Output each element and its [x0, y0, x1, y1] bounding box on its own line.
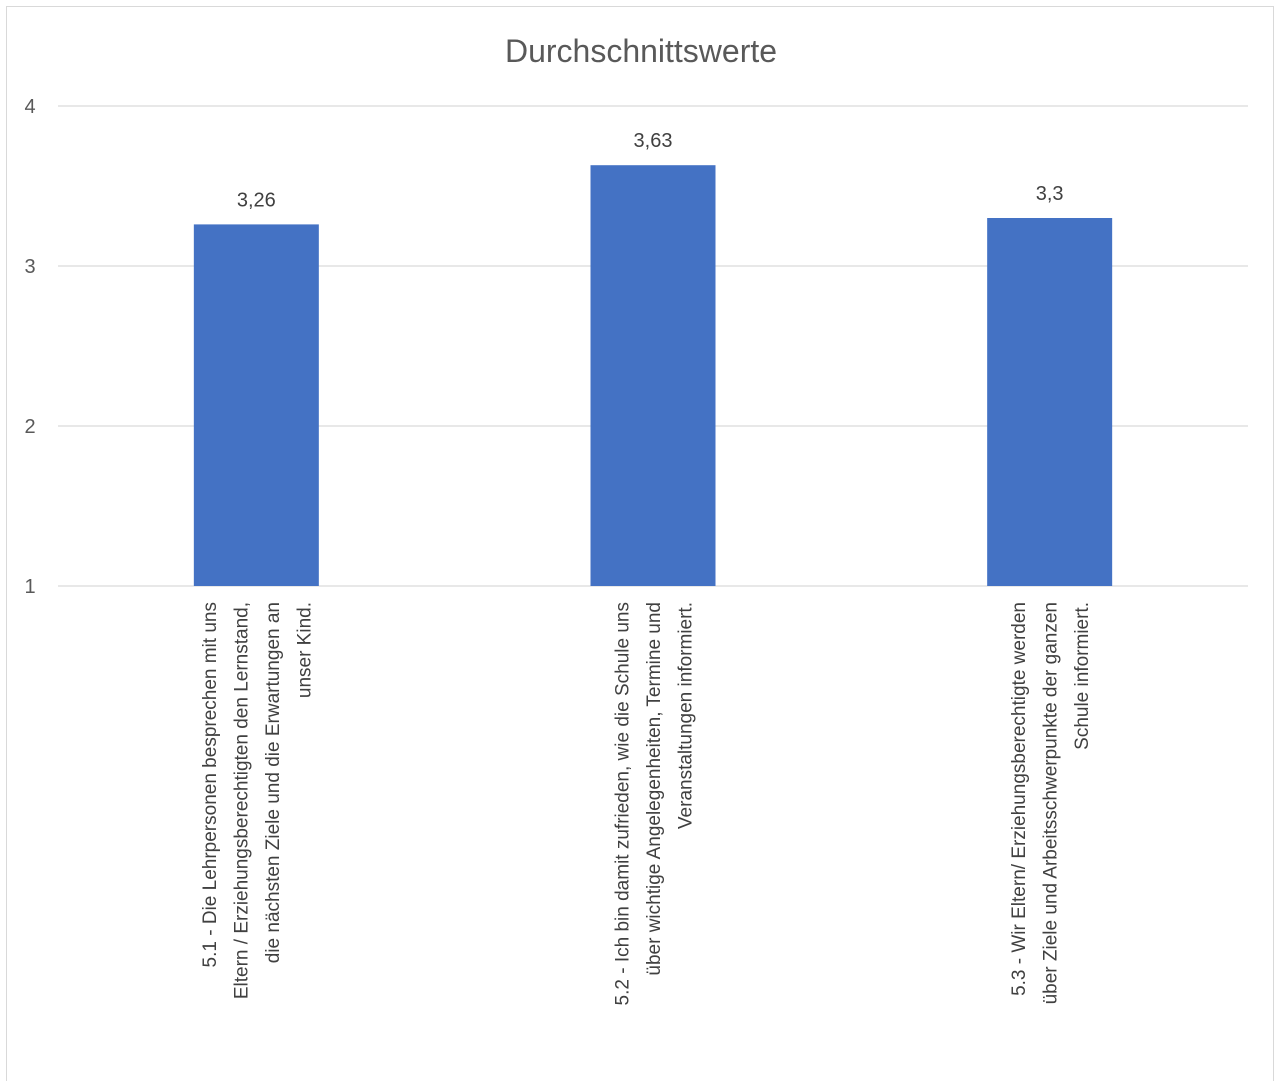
y-tick-label: 3	[24, 256, 35, 278]
category-label-line: unser Kind.	[295, 602, 316, 698]
bar-3	[987, 218, 1113, 586]
bar-1	[193, 224, 319, 586]
category-label-line: Veranstaltungen informiert.	[676, 602, 697, 829]
y-tick-label: 2	[24, 416, 35, 438]
y-tick-label: 4	[24, 96, 35, 118]
category-label-2: 5.2 - Ich bin damit zufrieden, wie die S…	[613, 602, 697, 1005]
bar-2	[590, 165, 716, 586]
y-axis-ticks: 1 2 3 4	[24, 96, 35, 598]
category-label-line: die nächsten Ziele und die Erwartungen a…	[263, 602, 284, 963]
category-label-line: Eltern / Erziehungsberechtigten den Lern…	[232, 602, 253, 999]
chart-title: Durchschnittswerte	[505, 33, 777, 69]
category-labels: 5.1 - Die Lehrpersonen besprechen mit un…	[200, 602, 1093, 1005]
bars	[193, 165, 1113, 586]
category-label-1: 5.1 - Die Lehrpersonen besprechen mit un…	[200, 602, 316, 999]
category-label-3: 5.3 - Wir Eltern/ Erziehungsberechtigte …	[1009, 602, 1093, 1004]
data-labels: 3,26 3,63 3,3	[237, 130, 1064, 211]
category-label-line: über wichtige Angelegenheiten, Termine u…	[644, 602, 665, 976]
y-tick-label: 1	[24, 576, 35, 598]
category-label-line: über Ziele und Arbeitsschwerpunkte der g…	[1041, 602, 1062, 1004]
data-label-1: 3,26	[237, 189, 276, 211]
category-label-line: 5.2 - Ich bin damit zufrieden, wie die S…	[613, 602, 634, 1005]
category-label-line: 5.1 - Die Lehrpersonen besprechen mit un…	[200, 602, 221, 967]
category-label-line: 5.3 - Wir Eltern/ Erziehungsberechtigte …	[1009, 602, 1030, 996]
data-label-2: 3,63	[634, 130, 673, 152]
data-label-3: 3,3	[1036, 183, 1064, 205]
category-label-line: Schule informiert.	[1072, 602, 1093, 750]
